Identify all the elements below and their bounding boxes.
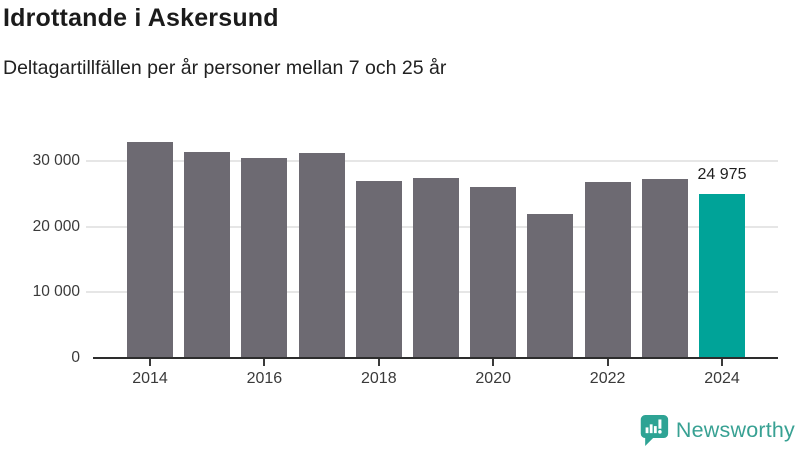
bar-2018 (355, 180, 402, 358)
x-axis-line (93, 357, 778, 359)
x-axis-label-2024: 2024 (704, 370, 740, 387)
newsworthy-brand-name: Newsworthy (675, 418, 795, 442)
bar-2016 (241, 157, 288, 358)
x-tick-2022 (606, 359, 609, 366)
x-tick-2016 (263, 359, 266, 366)
x-tick-2024 (721, 359, 723, 366)
x-axis-label-2014: 2014 (132, 370, 168, 387)
bar-2024 (699, 194, 745, 358)
x-axis-label-2018: 2018 (361, 370, 397, 387)
x-tick-2018 (377, 359, 380, 366)
newsworthy-brand: Newsworthy (639, 414, 795, 447)
x-axis-label-2022: 2022 (589, 370, 626, 387)
bar-2014 (127, 141, 173, 358)
bar-2020 (470, 186, 517, 358)
gridline-30000 (86, 160, 778, 163)
bar-2023 (641, 178, 688, 358)
highlight-value-label: 24 975 (697, 166, 747, 184)
bar-2017 (298, 153, 345, 358)
y-axis-label-30000: 30 000 (32, 152, 80, 170)
x-tick-2020 (492, 359, 495, 366)
bar-2022 (584, 182, 631, 358)
y-axis-label-20000: 20 000 (32, 217, 80, 235)
bar-2015 (184, 152, 231, 358)
bar-2021 (527, 214, 574, 358)
y-axis-label-0: 0 (71, 349, 80, 366)
chart-subtitle: Deltagartillfällen per år personer mella… (3, 57, 447, 79)
chart-title: Idrottande i Askersund (3, 4, 279, 32)
newsworthy-speech-bubble-chart-icon (640, 415, 669, 446)
y-axis-label-10000: 10 000 (32, 283, 80, 301)
x-axis-label-2020: 2020 (475, 370, 511, 387)
bar-2019 (413, 178, 459, 358)
x-tick-2014 (149, 359, 151, 366)
x-axis-label-2016: 2016 (246, 370, 283, 387)
